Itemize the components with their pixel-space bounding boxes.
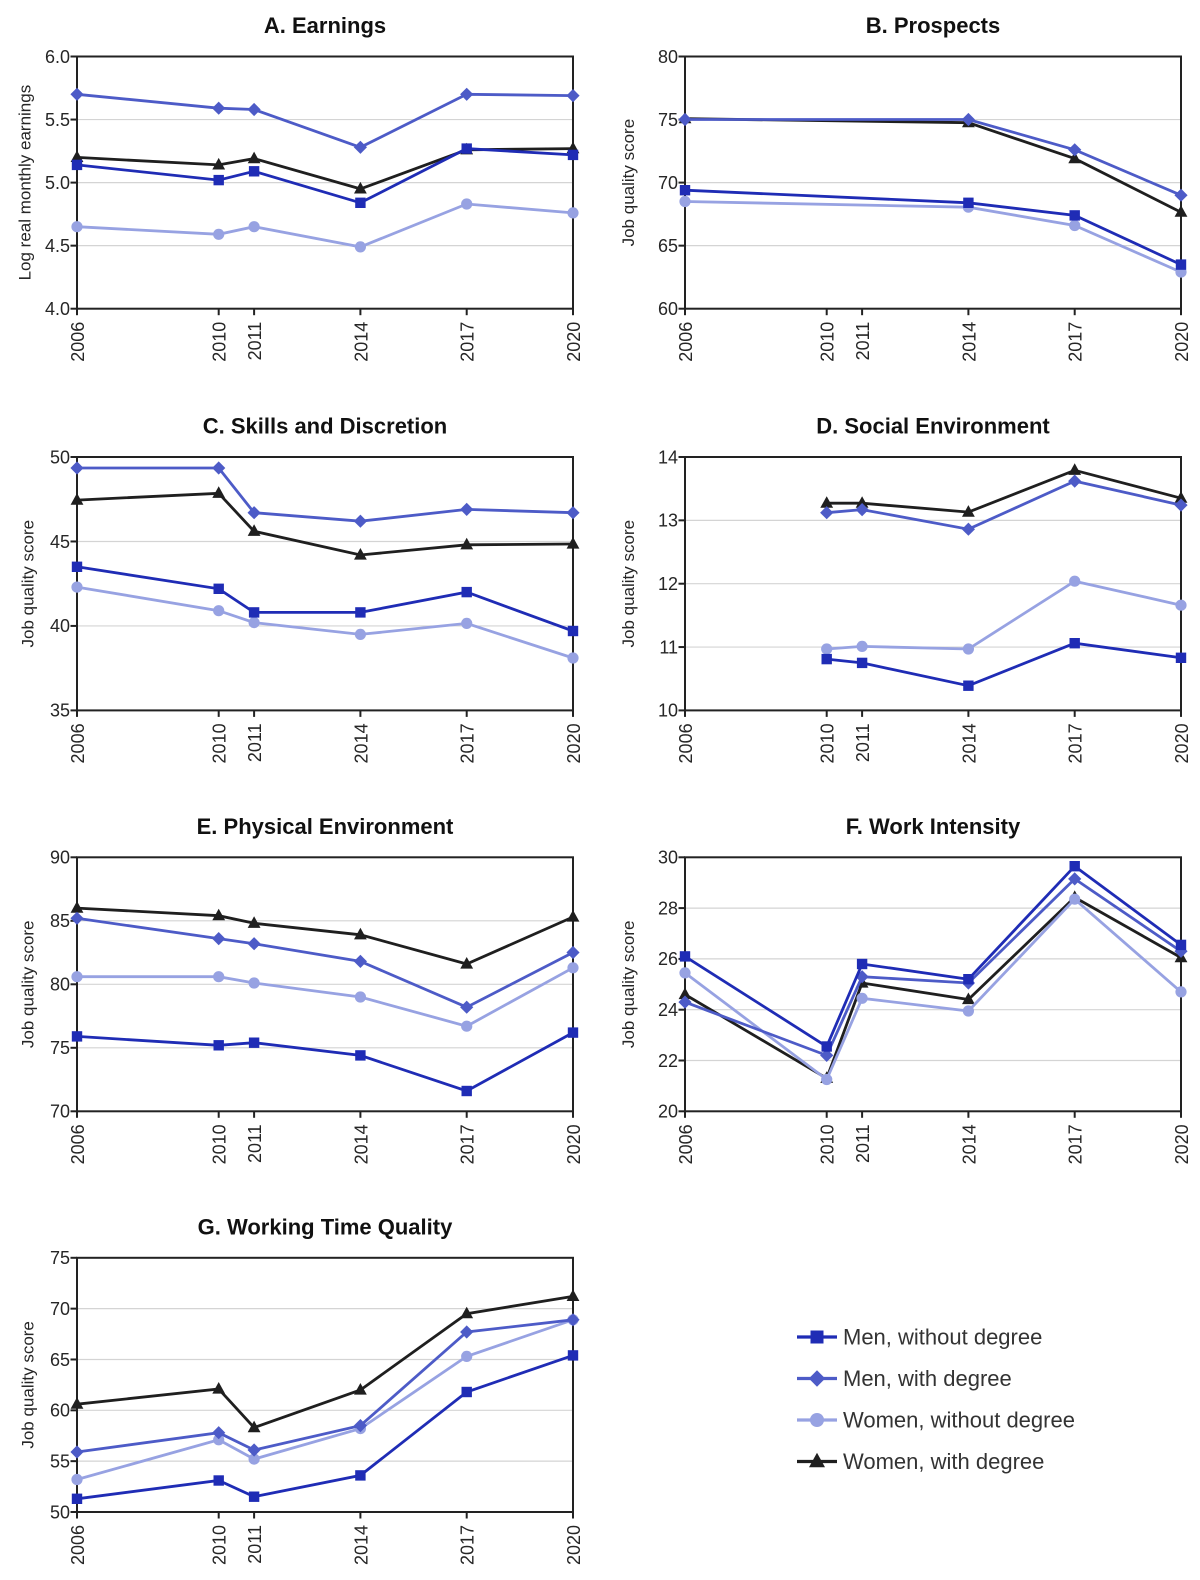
svg-text:2017: 2017 bbox=[458, 1124, 478, 1164]
svg-text:12: 12 bbox=[658, 574, 678, 594]
svg-text:10: 10 bbox=[658, 701, 678, 721]
svg-text:2017: 2017 bbox=[458, 1525, 478, 1565]
svg-text:2011: 2011 bbox=[245, 322, 265, 361]
svg-text:2017: 2017 bbox=[1066, 1124, 1086, 1164]
svg-text:65: 65 bbox=[658, 236, 678, 256]
svg-text:2011: 2011 bbox=[853, 322, 873, 361]
svg-text:2017: 2017 bbox=[1066, 322, 1086, 362]
svg-text:75: 75 bbox=[50, 1038, 70, 1058]
svg-text:65: 65 bbox=[50, 1350, 70, 1370]
svg-text:14: 14 bbox=[658, 447, 678, 467]
svg-text:2017: 2017 bbox=[458, 322, 478, 362]
svg-text:5.5: 5.5 bbox=[45, 110, 70, 130]
svg-text:2020: 2020 bbox=[564, 1124, 584, 1164]
svg-text:2006: 2006 bbox=[68, 1525, 88, 1565]
svg-text:2006: 2006 bbox=[68, 1124, 88, 1164]
svg-text:2010: 2010 bbox=[210, 723, 230, 763]
svg-text:40: 40 bbox=[50, 616, 70, 636]
svg-text:2006: 2006 bbox=[676, 1124, 696, 1164]
svg-text:5.0: 5.0 bbox=[45, 173, 70, 193]
svg-text:6.0: 6.0 bbox=[45, 47, 70, 67]
svg-text:Job quality score: Job quality score bbox=[619, 921, 638, 1049]
svg-text:75: 75 bbox=[50, 1248, 70, 1268]
svg-text:Job quality score: Job quality score bbox=[619, 119, 638, 247]
svg-text:70: 70 bbox=[50, 1102, 70, 1122]
svg-text:2020: 2020 bbox=[1172, 723, 1192, 763]
svg-text:A. Earnings: A. Earnings bbox=[264, 13, 386, 38]
svg-text:90: 90 bbox=[50, 848, 70, 868]
svg-text:Job quality score: Job quality score bbox=[619, 520, 638, 648]
svg-text:60: 60 bbox=[50, 1401, 70, 1421]
svg-text:4.0: 4.0 bbox=[45, 299, 70, 319]
svg-text:2006: 2006 bbox=[676, 322, 696, 362]
svg-text:2017: 2017 bbox=[1066, 723, 1086, 763]
svg-text:2017: 2017 bbox=[458, 723, 478, 763]
svg-text:2010: 2010 bbox=[818, 1124, 838, 1164]
svg-text:2010: 2010 bbox=[210, 1525, 230, 1565]
svg-text:13: 13 bbox=[658, 511, 678, 531]
svg-text:30: 30 bbox=[658, 848, 678, 868]
svg-text:2020: 2020 bbox=[1172, 322, 1192, 362]
svg-text:2010: 2010 bbox=[818, 723, 838, 763]
svg-text:E. Physical Environment: E. Physical Environment bbox=[197, 814, 454, 839]
svg-text:B. Prospects: B. Prospects bbox=[866, 13, 1001, 38]
svg-text:24: 24 bbox=[658, 1000, 678, 1020]
svg-text:55: 55 bbox=[50, 1452, 70, 1472]
svg-text:2011: 2011 bbox=[853, 1124, 873, 1163]
svg-text:26: 26 bbox=[658, 949, 678, 969]
svg-text:80: 80 bbox=[50, 975, 70, 995]
svg-text:2014: 2014 bbox=[959, 322, 979, 362]
svg-text:60: 60 bbox=[658, 299, 678, 319]
svg-text:85: 85 bbox=[50, 911, 70, 931]
svg-text:70: 70 bbox=[50, 1299, 70, 1319]
svg-text:2020: 2020 bbox=[564, 723, 584, 763]
svg-text:F. Work Intensity: F. Work Intensity bbox=[846, 814, 1021, 839]
svg-text:2014: 2014 bbox=[351, 322, 371, 362]
svg-text:50: 50 bbox=[50, 1502, 70, 1522]
svg-text:2006: 2006 bbox=[68, 723, 88, 763]
svg-text:Job quality score: Job quality score bbox=[19, 520, 38, 648]
svg-text:2006: 2006 bbox=[676, 723, 696, 763]
svg-text:Job quality score: Job quality score bbox=[19, 921, 38, 1049]
svg-text:2014: 2014 bbox=[351, 1525, 371, 1565]
svg-text:45: 45 bbox=[50, 532, 70, 552]
svg-text:2011: 2011 bbox=[853, 723, 873, 762]
svg-text:2011: 2011 bbox=[245, 1124, 265, 1163]
svg-text:50: 50 bbox=[50, 447, 70, 467]
svg-text:D. Social Environment: D. Social Environment bbox=[816, 414, 1050, 439]
svg-text:2011: 2011 bbox=[245, 723, 265, 762]
svg-text:22: 22 bbox=[658, 1051, 678, 1071]
svg-text:2014: 2014 bbox=[351, 1124, 371, 1164]
svg-text:75: 75 bbox=[658, 110, 678, 130]
svg-text:G. Working Time Quality: G. Working Time Quality bbox=[198, 1214, 453, 1239]
svg-text:80: 80 bbox=[658, 47, 678, 67]
svg-text:2010: 2010 bbox=[210, 322, 230, 362]
svg-text:4.5: 4.5 bbox=[45, 236, 70, 256]
svg-text:70: 70 bbox=[658, 173, 678, 193]
svg-text:Women, without degree: Women, without degree bbox=[843, 1407, 1075, 1432]
svg-text:2010: 2010 bbox=[210, 1124, 230, 1164]
svg-text:Women, with degree: Women, with degree bbox=[843, 1449, 1044, 1474]
svg-text:2006: 2006 bbox=[68, 322, 88, 362]
svg-text:2011: 2011 bbox=[245, 1525, 265, 1564]
svg-text:C. Skills and Discretion: C. Skills and Discretion bbox=[203, 414, 448, 439]
svg-text:2020: 2020 bbox=[564, 1525, 584, 1565]
svg-text:Log real monthly earnings: Log real monthly earnings bbox=[16, 85, 35, 281]
svg-text:2014: 2014 bbox=[959, 723, 979, 763]
svg-text:Job quality score: Job quality score bbox=[19, 1321, 38, 1449]
svg-text:2014: 2014 bbox=[959, 1124, 979, 1164]
svg-text:2014: 2014 bbox=[351, 723, 371, 763]
svg-text:2020: 2020 bbox=[564, 322, 584, 362]
svg-text:2010: 2010 bbox=[818, 322, 838, 362]
svg-text:Men, without degree: Men, without degree bbox=[843, 1324, 1042, 1349]
svg-text:35: 35 bbox=[50, 701, 70, 721]
svg-text:2020: 2020 bbox=[1172, 1124, 1192, 1164]
svg-text:20: 20 bbox=[658, 1102, 678, 1122]
svg-text:28: 28 bbox=[658, 898, 678, 918]
svg-text:11: 11 bbox=[659, 637, 678, 657]
svg-text:Men, with degree: Men, with degree bbox=[843, 1366, 1012, 1391]
